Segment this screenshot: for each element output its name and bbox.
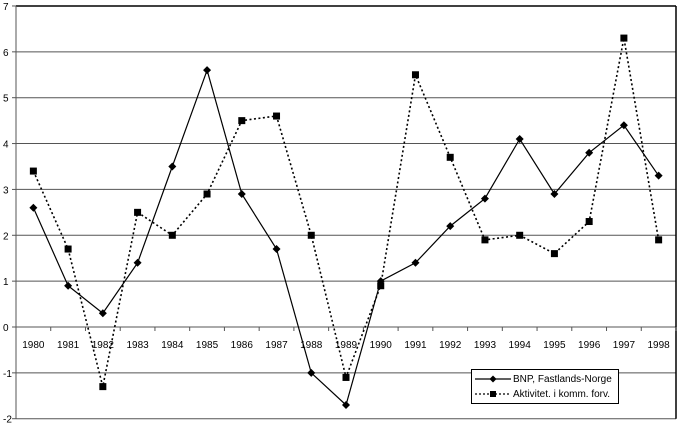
x-tick-label: 1982 xyxy=(92,340,115,351)
x-tick-label: 1996 xyxy=(578,340,601,351)
x-tick-label: 1983 xyxy=(126,340,149,351)
series-line-bnp xyxy=(32,68,660,407)
x-tick-label: 1993 xyxy=(474,340,497,351)
x-tick-label: 1987 xyxy=(265,340,288,351)
y-tick-label: -1 xyxy=(3,369,12,380)
y-tick-label: -2 xyxy=(3,415,12,426)
data-point-square xyxy=(446,153,454,161)
data-point-diamond xyxy=(203,66,212,75)
y-tick-label: 3 xyxy=(3,185,9,196)
y-tick-label: 5 xyxy=(3,94,9,105)
data-point-square xyxy=(64,245,72,253)
data-point-square xyxy=(620,34,628,42)
data-point-diamond xyxy=(342,400,350,409)
data-point-square xyxy=(273,112,281,120)
x-tick-label: 1986 xyxy=(231,340,254,351)
data-point-diamond xyxy=(446,222,455,231)
data-point-square xyxy=(377,282,385,290)
x-tick-label: 1985 xyxy=(196,340,219,351)
data-point-diamond xyxy=(168,162,177,171)
x-tick-label: 1984 xyxy=(161,340,184,351)
data-point-diamond xyxy=(411,258,420,267)
y-tick-label: 1 xyxy=(3,277,9,288)
x-tick-label: 1989 xyxy=(335,340,358,351)
series-line-aktivitet xyxy=(32,37,660,387)
data-point-diamond xyxy=(585,148,594,157)
solid-diamond-line-icon xyxy=(475,375,511,383)
data-point-square xyxy=(99,383,107,391)
data-point-diamond xyxy=(64,281,73,290)
data-point-square xyxy=(411,71,419,79)
x-tick-label: 1997 xyxy=(613,340,636,351)
y-axis-labels: -2 -1 0 1 2 3 4 5 6 7 xyxy=(3,2,12,426)
x-tick-label: 1981 xyxy=(57,340,80,351)
x-tick-label: 1991 xyxy=(404,340,427,351)
data-point-diamond xyxy=(619,121,628,130)
data-point-square xyxy=(203,190,211,198)
x-tick-label: 1988 xyxy=(300,340,323,351)
data-point-diamond xyxy=(307,368,316,377)
y-tick-label: 7 xyxy=(3,2,9,13)
data-point-square xyxy=(481,236,489,244)
legend-item-bnp: BNP, Fastlands-Norge xyxy=(475,372,612,386)
gridlines xyxy=(16,51,676,420)
y-tick-label: 2 xyxy=(3,231,9,242)
data-point-diamond xyxy=(654,171,663,180)
y-tick-label: 6 xyxy=(3,48,9,59)
data-point-diamond xyxy=(515,134,524,143)
data-point-square xyxy=(655,236,663,244)
dashed-square-line-icon xyxy=(475,391,511,397)
data-point-square xyxy=(307,231,315,239)
data-point-diamond xyxy=(98,309,107,318)
data-point-square xyxy=(550,250,558,258)
data-point-square xyxy=(134,208,142,216)
x-tick-label: 1998 xyxy=(648,340,671,351)
legend-label: Aktivitet. i komm. forv. xyxy=(513,388,611,400)
x-axis-labels: 1980 1981 1982 1983 1984 1985 1986 1987 1988 1989… xyxy=(22,340,670,351)
x-tick-label: 1980 xyxy=(22,340,45,351)
x-tick-label: 1992 xyxy=(439,340,462,351)
data-point-diamond xyxy=(133,258,142,267)
data-point-square xyxy=(168,231,176,239)
data-point-square xyxy=(29,167,37,175)
legend-label: BNP, Fastlands-Norge xyxy=(513,373,612,385)
data-point-diamond xyxy=(272,245,281,254)
x-tick-label: 1994 xyxy=(509,340,532,351)
data-point-square xyxy=(516,231,524,239)
data-point-diamond xyxy=(237,190,246,199)
data-point-diamond xyxy=(480,194,489,203)
data-point-diamond xyxy=(29,203,38,212)
axes xyxy=(12,5,677,420)
legend-item-aktivitet: Aktivitet. i komm. forv. xyxy=(475,387,610,401)
legend: BNP, Fastlands-Norge Aktivitet. i komm. … xyxy=(471,369,619,404)
y-tick-label: 0 xyxy=(3,323,9,334)
x-tick-label: 1995 xyxy=(543,340,566,351)
data-point-square xyxy=(585,218,593,226)
data-point-diamond xyxy=(550,190,559,199)
data-point-square xyxy=(342,373,350,381)
data-series xyxy=(29,34,663,409)
x-tick-label: 1990 xyxy=(370,340,393,351)
data-point-square xyxy=(238,117,246,125)
y-tick-label: 4 xyxy=(3,140,9,151)
